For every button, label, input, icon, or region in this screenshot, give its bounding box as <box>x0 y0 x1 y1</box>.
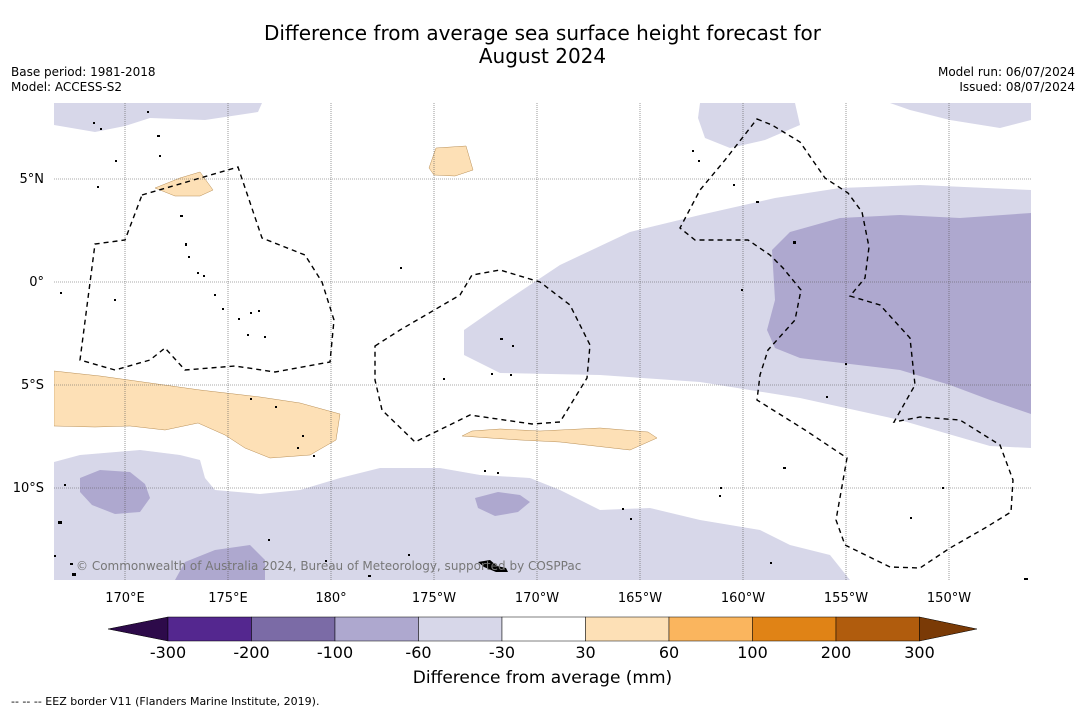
issued-date: Issued: 08/07/2024 <box>959 80 1075 94</box>
colorbar-segment <box>835 616 920 642</box>
lon-label: 155°W <box>824 591 868 606</box>
anomaly-light-orange <box>54 145 658 459</box>
colorbar-tick: -300 <box>149 643 187 662</box>
lat-label: 5°N <box>20 172 45 187</box>
colorbar-extend-low <box>107 616 169 642</box>
colorbar-tick: -100 <box>316 643 354 662</box>
colorbar-segment <box>585 616 670 642</box>
title-line-2: August 2024 <box>478 44 607 68</box>
lat-label: 10°S <box>13 481 44 496</box>
map-plot: © Commonwealth of Australia 2024, Bureau… <box>54 103 1031 580</box>
colorbar-tick: -30 <box>488 643 516 662</box>
colorbar-label: Difference from average (mm) <box>412 668 673 688</box>
colorbar <box>107 616 978 642</box>
colorbar-segment <box>501 616 586 642</box>
lon-label: 170°E <box>105 591 145 606</box>
lon-label: 175°E <box>208 591 248 606</box>
lon-label: 165°W <box>618 591 662 606</box>
colorbar-extend-high <box>919 616 978 642</box>
colorbar-segment <box>251 616 336 642</box>
base-period: Base period: 1981-2018 <box>11 65 156 79</box>
colorbar-tick: -200 <box>233 643 270 662</box>
colorbar-segment <box>167 616 252 642</box>
colorbar-tick: 100 <box>737 643 768 662</box>
copyright-notice: © Commonwealth of Australia 2024, Bureau… <box>76 559 581 573</box>
colorbar-tick: -60 <box>405 643 432 662</box>
colorbar-segment <box>752 616 837 642</box>
lon-label: 175°W <box>412 591 456 606</box>
meta-left: Base period: 1981-2018 Model: ACCESS-S2 <box>11 65 156 95</box>
islands <box>54 111 1028 580</box>
gridlines <box>54 103 1031 580</box>
latitude-labels: 5°N 0° 5°S 10°S <box>13 172 44 496</box>
anomaly-medium-purple <box>80 213 1031 580</box>
lon-label: 160°W <box>721 591 765 606</box>
colorbar-tick: 30 <box>575 643 596 662</box>
colorbar-tick: 200 <box>820 643 852 662</box>
longitude-labels: 170°E 175°E 180° 175°W 170°W 165°W 160°W… <box>105 591 971 606</box>
colorbar-tick: 300 <box>904 643 935 662</box>
lon-label: 180° <box>315 591 346 606</box>
lon-label: 170°W <box>515 591 559 606</box>
model-name: Model: ACCESS-S2 <box>11 80 123 94</box>
colorbar-segment <box>418 616 503 642</box>
map-title: Difference from average sea surface heig… <box>0 22 1085 68</box>
model-run: Model run: 06/07/2024 <box>937 65 1075 79</box>
colorbar-tick: 60 <box>658 643 680 662</box>
colorbar-segment <box>668 616 753 642</box>
colorbar-segment <box>334 616 419 642</box>
lon-label: 150°W <box>927 591 971 606</box>
lat-label: 0° <box>29 275 44 290</box>
title-line-1: Difference from average sea surface heig… <box>263 21 822 45</box>
meta-right: Model run: 06/07/2024 Issued: 08/07/2024 <box>938 65 1075 95</box>
lat-label: 5°S <box>21 378 44 393</box>
eez-borders <box>79 118 1014 569</box>
eez-legend-footer: -- -- -- EEZ border V11 (Flanders Marine… <box>11 695 320 708</box>
